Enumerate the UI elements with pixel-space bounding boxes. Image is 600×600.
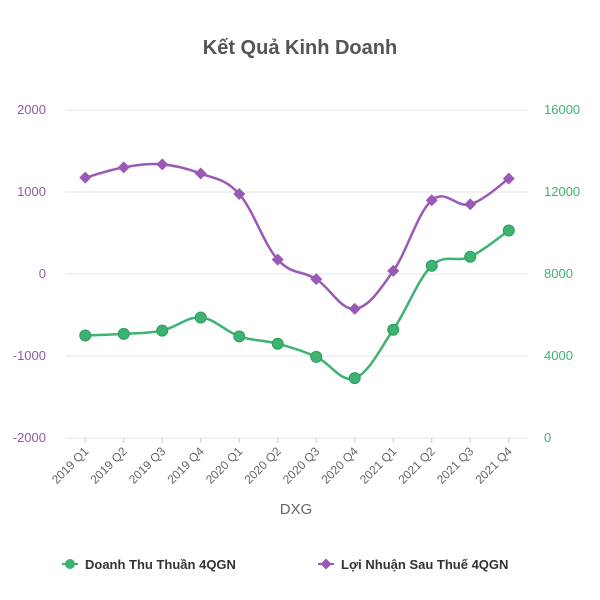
right-tick-label: 8000: [544, 266, 573, 281]
x-tick-label: 2019 Q1: [49, 444, 92, 487]
x-tick-label: 2020 Q3: [280, 444, 323, 487]
data-point-diamond: [79, 171, 92, 184]
x-tick-label: 2021 Q2: [395, 444, 438, 487]
right-axis-ticks: 16000 12000 8000 4000 0: [544, 102, 580, 445]
chart-title: Kết Quả Kinh Doanh: [203, 37, 397, 59]
legend-marker-circle: [65, 559, 75, 569]
left-tick-label: 2000: [17, 102, 46, 117]
data-point-circle: [117, 327, 130, 340]
x-tick-label: 2020 Q4: [318, 444, 361, 487]
legend: Doanh Thu Thuần 4QGN Lợi Nhuận Sau Thuế 4…: [62, 557, 508, 572]
data-point-circle: [464, 250, 477, 263]
right-tick-label: 4000: [544, 348, 573, 363]
data-point-circle: [502, 224, 515, 237]
left-tick-label: 1000: [17, 184, 46, 199]
legend-label: Lợi Nhuận Sau Thuế 4QGN: [341, 557, 508, 572]
data-point-diamond: [233, 188, 246, 201]
legend-label: Doanh Thu Thuần 4QGN: [85, 557, 236, 572]
x-tick-label: 2019 Q4: [164, 444, 207, 487]
data-point-circle: [425, 259, 438, 272]
data-point-circle: [79, 329, 92, 342]
left-tick-label: 0: [39, 266, 46, 281]
series-markers: [79, 158, 515, 385]
data-point-circle: [348, 372, 361, 385]
right-tick-label: 0: [544, 430, 551, 445]
x-tick-label: 2019 Q3: [126, 444, 169, 487]
data-point-circle: [156, 324, 169, 337]
data-point-circle: [233, 330, 246, 343]
gridlines: [66, 109, 528, 439]
data-point-circle: [310, 350, 323, 363]
data-point-diamond: [194, 167, 207, 180]
x-axis-label: DXG: [280, 501, 313, 518]
x-tick-label: 2021 Q3: [434, 444, 477, 487]
x-tick-label: 2020 Q2: [241, 444, 284, 487]
data-point-diamond: [464, 198, 477, 211]
series-lines: [84, 162, 510, 381]
data-point-circle: [271, 337, 284, 350]
data-point-diamond: [310, 273, 323, 286]
series-line-1: [85, 229, 510, 381]
x-tick-label: 2021 Q4: [472, 444, 515, 487]
data-point-diamond: [387, 264, 400, 277]
data-point-diamond: [271, 253, 284, 266]
left-tick-label: -1000: [13, 348, 46, 363]
left-tick-label: -2000: [13, 430, 46, 445]
data-point-circle: [387, 323, 400, 336]
data-point-circle: [194, 311, 207, 324]
data-point-diamond: [502, 172, 515, 185]
data-point-diamond: [348, 302, 361, 315]
data-point-diamond: [117, 161, 130, 174]
data-point-diamond: [156, 158, 169, 171]
right-tick-label: 16000: [544, 102, 580, 117]
x-tick-label: 2019 Q2: [87, 444, 130, 487]
right-tick-label: 12000: [544, 184, 580, 199]
left-axis-ticks: 2000 1000 0 -1000 -2000: [13, 102, 46, 445]
series-line-2: [84, 162, 510, 311]
data-point-diamond: [425, 194, 438, 207]
legend-marker-diamond: [320, 558, 332, 570]
x-tick-label: 2020 Q1: [203, 444, 246, 487]
x-tick-label: 2021 Q1: [357, 444, 400, 487]
